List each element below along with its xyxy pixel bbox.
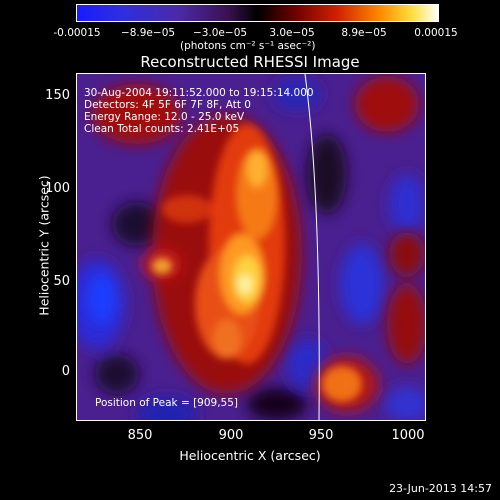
colorbar-tick-label: −3.0e−05	[192, 27, 248, 39]
colorbar-tick-label: 0.00015	[414, 27, 458, 39]
rhessi-image	[76, 73, 426, 421]
y-tick-label: 100	[45, 181, 70, 196]
colorbar-tick-label: -0.00015	[53, 27, 101, 39]
solar-limb-line	[304, 74, 320, 420]
energy-range-label: Energy Range: 12.0 - 25.0 keV	[84, 111, 245, 123]
detectors-label: Detectors: 4F 5F 6F 7F 8F, Att 0	[84, 99, 251, 111]
time-range-label: 30-Aug-2004 19:11:52.000 to 19:15:14.000	[84, 87, 314, 99]
colorbar	[76, 4, 439, 22]
footer-date: 23-Jun-2013 14:57	[389, 482, 492, 495]
colorbar-tick-label: 8.9e−05	[341, 27, 387, 39]
x-axis-label: Heliocentric X (arcsec)	[179, 448, 321, 463]
rhessi-image-render	[77, 74, 425, 420]
x-tick-label: 950	[308, 428, 334, 443]
colorbar-gradient	[77, 5, 438, 21]
x-tick-label: 900	[218, 428, 244, 443]
colorbar-units: (photons cm⁻² s⁻¹ asec⁻²)	[180, 40, 316, 52]
colorbar-tick-label: −8.9e−05	[120, 27, 176, 39]
colorbar-tick-label: 3.0e−05	[269, 27, 315, 39]
y-tick-label: 150	[45, 88, 70, 103]
y-tick-label: 50	[53, 274, 70, 289]
y-axis-label: Heliocentric Y (arcsec)	[36, 175, 52, 316]
clean-counts-label: Clean Total counts: 2.41E+05	[84, 123, 240, 135]
y-tick-label: 0	[61, 364, 70, 379]
plot-title: Reconstructed RHESSI Image	[140, 53, 360, 71]
x-tick-label: 850	[127, 428, 153, 443]
peak-position-label: Position of Peak = [909,55]	[95, 397, 239, 409]
x-tick-label: 1000	[391, 428, 425, 443]
